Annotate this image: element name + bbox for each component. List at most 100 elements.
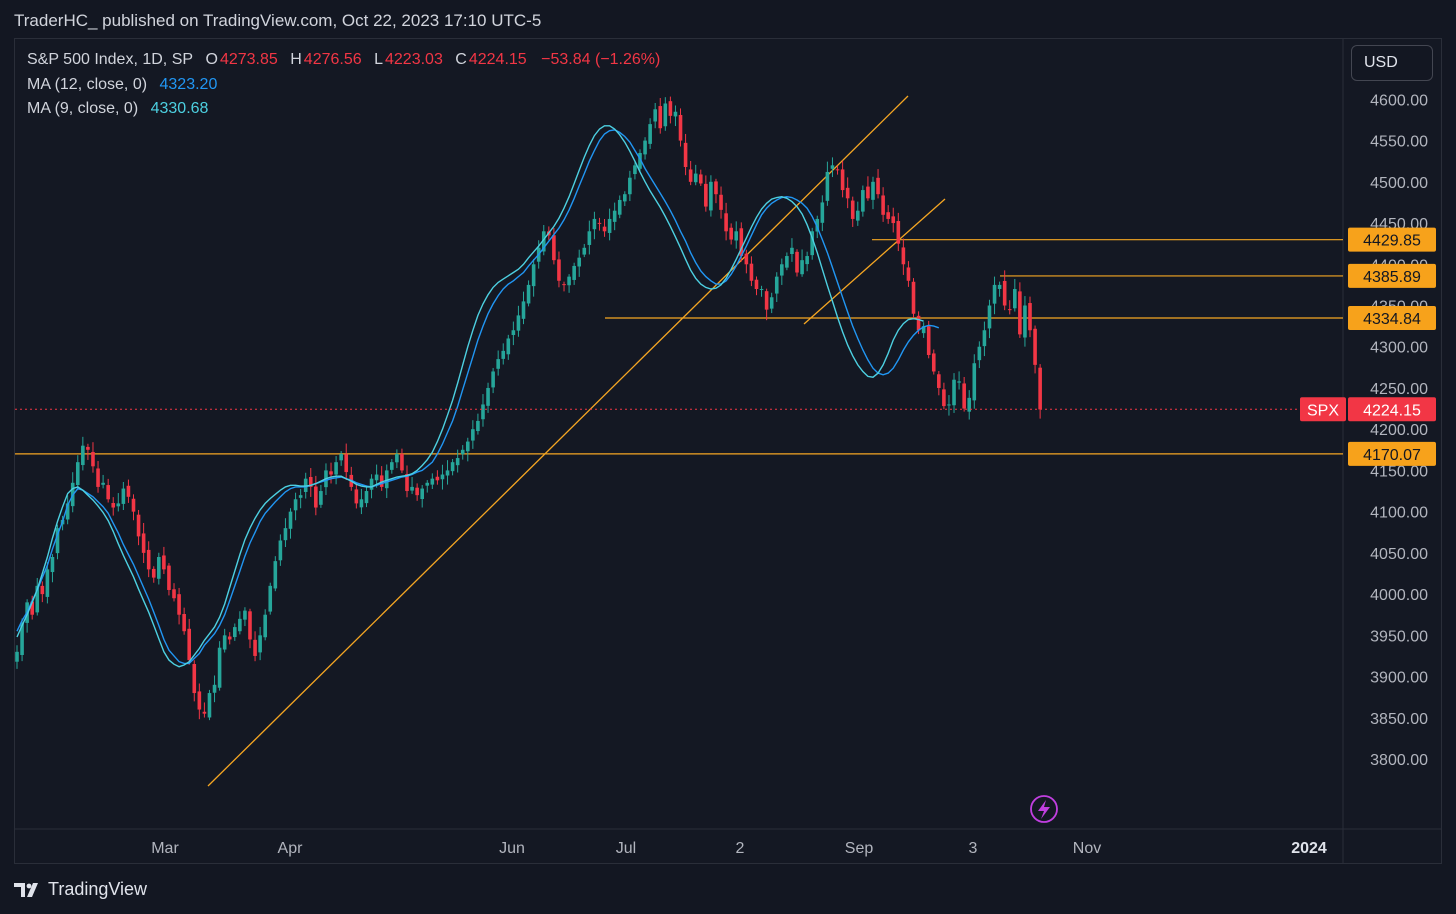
trendlines <box>207 95 946 787</box>
candle <box>531 258 536 297</box>
svg-text:4170.07: 4170.07 <box>1363 447 1421 464</box>
candle <box>947 395 951 416</box>
price-axis-label: 3850.00 <box>1370 711 1428 728</box>
candle <box>982 321 987 357</box>
candle <box>673 105 678 127</box>
candle <box>75 455 80 491</box>
level-price-tag[interactable]: 4170.07 <box>1348 441 1436 466</box>
level-price-tag[interactable]: 4334.84 <box>1348 306 1436 331</box>
candle <box>91 442 95 473</box>
candle <box>116 493 121 512</box>
candle <box>217 641 222 691</box>
candle <box>157 552 161 585</box>
candle <box>111 497 116 516</box>
candle <box>288 508 293 539</box>
level-price-tag[interactable]: 4385.89 <box>1348 263 1436 288</box>
candle <box>693 164 698 186</box>
candle <box>465 437 470 462</box>
price-chart[interactable]: 4600.004550.004500.004450.004400.004350.… <box>15 39 1442 864</box>
candle <box>688 160 693 186</box>
candle <box>146 541 151 578</box>
candle <box>724 202 728 241</box>
candle <box>1023 296 1027 347</box>
footer: TradingView <box>0 866 1456 914</box>
time-axis-label: Jul <box>616 840 636 857</box>
time-axis[interactable]: Mar Apr Jun Jul 2 Sep 3 Nov 2024 <box>151 840 1327 857</box>
candle <box>45 562 50 604</box>
candle <box>774 272 779 302</box>
candle <box>612 202 617 231</box>
candle <box>800 249 804 277</box>
candle <box>314 475 318 516</box>
trendline-channel-lower[interactable] <box>803 198 946 325</box>
candle <box>866 176 870 201</box>
time-axis-label: Apr <box>278 840 304 857</box>
candle <box>253 631 257 662</box>
candle <box>390 459 394 474</box>
ma9-value: 4330.68 <box>150 100 209 117</box>
currency-button[interactable]: USD <box>1351 45 1433 81</box>
candle <box>557 251 561 288</box>
candle <box>283 518 288 548</box>
candle <box>268 582 273 615</box>
symbol-name[interactable]: S&P 500 Index, 1D, SP <box>27 51 194 68</box>
candle <box>658 98 663 134</box>
chart-pane[interactable]: 4600.004550.004500.004450.004400.004350.… <box>14 38 1442 864</box>
open-value: 4273.85 <box>219 51 278 68</box>
candle <box>714 178 718 204</box>
ma12-legend[interactable]: MA (12, close, 0) 4323.20 <box>27 76 219 94</box>
price-tags: 4429.85 4385.89 4334.84 4170.07 SPX 4224.15 <box>1300 227 1436 466</box>
candle <box>749 256 754 287</box>
ma12-line <box>16 129 940 665</box>
candle <box>790 238 794 262</box>
candle <box>243 607 247 627</box>
candle <box>364 485 369 508</box>
candle <box>780 258 784 285</box>
ma9-legend[interactable]: MA (9, close, 0) 4330.68 <box>27 100 210 118</box>
svg-text:4385.89: 4385.89 <box>1363 269 1421 286</box>
candle <box>577 249 582 277</box>
level-price-tag[interactable]: 4429.85 <box>1348 227 1436 252</box>
price-axis-label: 4050.00 <box>1370 546 1428 563</box>
candle <box>65 495 70 525</box>
candle <box>471 420 475 449</box>
price-axis-label: 4250.00 <box>1370 381 1428 398</box>
candle <box>486 382 490 413</box>
candle <box>881 187 885 222</box>
candle <box>496 350 500 376</box>
candle <box>248 608 252 649</box>
price-axis-label: 4150.00 <box>1370 463 1428 480</box>
candle <box>759 285 764 297</box>
last-price-tag[interactable]: SPX 4224.15 <box>1300 397 1436 422</box>
candle <box>744 249 749 274</box>
candle <box>719 186 723 219</box>
change-value: −53.84 (−1.26%) <box>541 51 661 68</box>
candle <box>172 583 176 602</box>
candle <box>1028 296 1032 338</box>
candle <box>769 292 774 314</box>
time-axis-label: 3 <box>969 840 978 857</box>
price-axis-label: 3950.00 <box>1370 628 1428 645</box>
candle <box>96 461 100 493</box>
candle <box>516 305 521 337</box>
candle <box>810 227 815 260</box>
tradingview-brand[interactable]: TradingView <box>14 879 147 900</box>
candle <box>329 462 333 484</box>
candle <box>131 494 136 521</box>
trendline-support[interactable] <box>207 95 909 787</box>
candle <box>278 534 283 566</box>
candle <box>754 276 759 296</box>
candle <box>855 201 860 226</box>
candle <box>734 221 739 249</box>
candles <box>15 96 1042 721</box>
candle <box>415 483 419 501</box>
candle <box>167 563 171 596</box>
candle <box>623 191 627 206</box>
candle <box>354 482 359 509</box>
candle <box>633 162 637 180</box>
candle <box>678 108 683 147</box>
candle <box>455 449 460 473</box>
alert-icon[interactable] <box>1030 795 1058 823</box>
price-axis-label: 4100.00 <box>1370 505 1428 522</box>
candle <box>1033 325 1037 374</box>
